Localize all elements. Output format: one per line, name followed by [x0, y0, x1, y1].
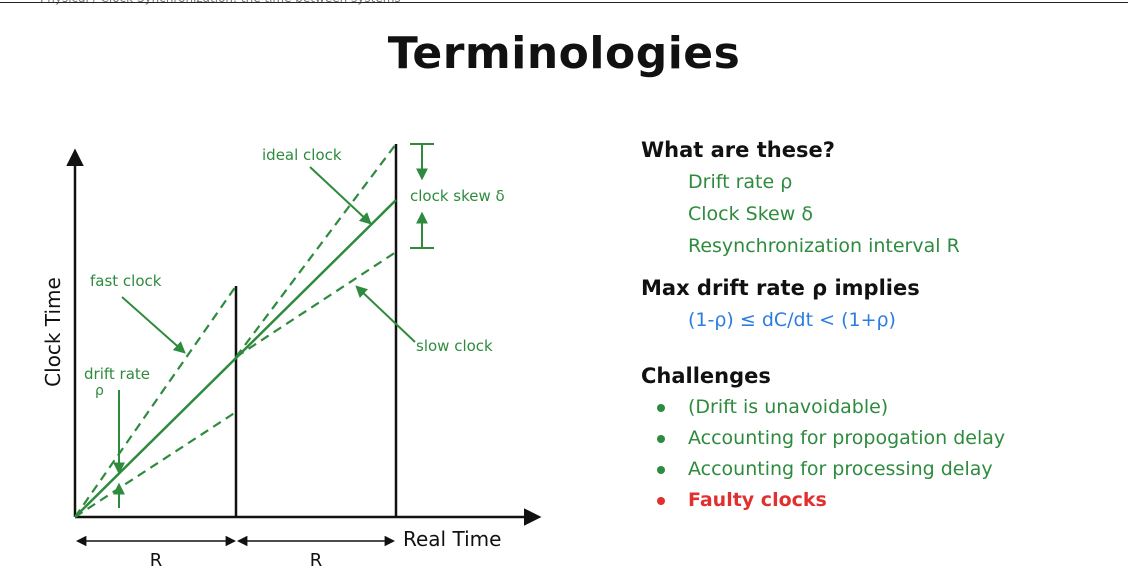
bullet-icon: [657, 466, 665, 474]
ideal-clock-label: ideal clock: [262, 146, 342, 164]
slow-clock-line-1: [74, 411, 237, 518]
fast-clock-pointer: [121, 296, 186, 354]
term-drift-rate: Drift rate ρ: [688, 171, 793, 193]
explanation-panel: What are these? Drift rate ρ Clock Skew …: [641, 134, 1111, 516]
challenge-text: (Drift is unavoidable): [688, 396, 889, 418]
interval-label-1: R: [150, 550, 163, 571]
top-bar: Physical / Clock Synchronization: the ti…: [0, 0, 1128, 5]
drift-rate-label: drift rate: [84, 365, 150, 383]
top-divider: [0, 2, 1128, 3]
challenge-text: Faulty clocks: [688, 489, 827, 511]
slow-clock-line-2: [235, 251, 397, 358]
challenge-item-faulty: Faulty clocks: [641, 485, 1111, 516]
challenge-text: Accounting for propogation delay: [688, 427, 1006, 449]
drift-formula: (1-ρ) ≤ dC/dt < (1+ρ): [688, 309, 896, 331]
y-axis-label: Clock Time: [41, 277, 65, 387]
fast-clock-line-2: [235, 143, 397, 358]
x-axis-label: Real Time: [403, 527, 501, 551]
clock-skew-label: clock skew δ: [410, 187, 505, 205]
challenges-list: (Drift is unavoidable) Accounting for pr…: [641, 392, 1111, 516]
challenge-item: Accounting for propogation delay: [641, 423, 1111, 454]
bullet-icon: [657, 497, 665, 505]
ideal-clock-pointer: [309, 166, 372, 225]
max-drift-heading: Max drift rate ρ implies: [641, 276, 920, 300]
challenge-text: Accounting for processing delay: [688, 458, 993, 480]
challenges-heading: Challenges: [641, 364, 771, 388]
term-clock-skew: Clock Skew δ: [688, 203, 813, 225]
slide-title: Terminologies: [387, 28, 741, 79]
bullet-icon: [657, 435, 665, 443]
bullet-icon: [657, 404, 665, 412]
challenge-item: Accounting for processing delay: [641, 454, 1111, 485]
interval-label-2: R: [310, 550, 323, 571]
what-heading: What are these?: [641, 138, 835, 162]
fast-clock-label: fast clock: [90, 272, 162, 290]
term-resync-interval: Resynchronization interval R: [688, 235, 960, 257]
rho-label: ρ: [95, 383, 104, 399]
slow-clock-label: slow clock: [416, 337, 493, 355]
slow-clock-pointer: [355, 285, 416, 343]
challenge-item: (Drift is unavoidable): [641, 392, 1111, 423]
ideal-clock-line: [74, 199, 397, 518]
fast-clock-line-1: [74, 285, 237, 518]
